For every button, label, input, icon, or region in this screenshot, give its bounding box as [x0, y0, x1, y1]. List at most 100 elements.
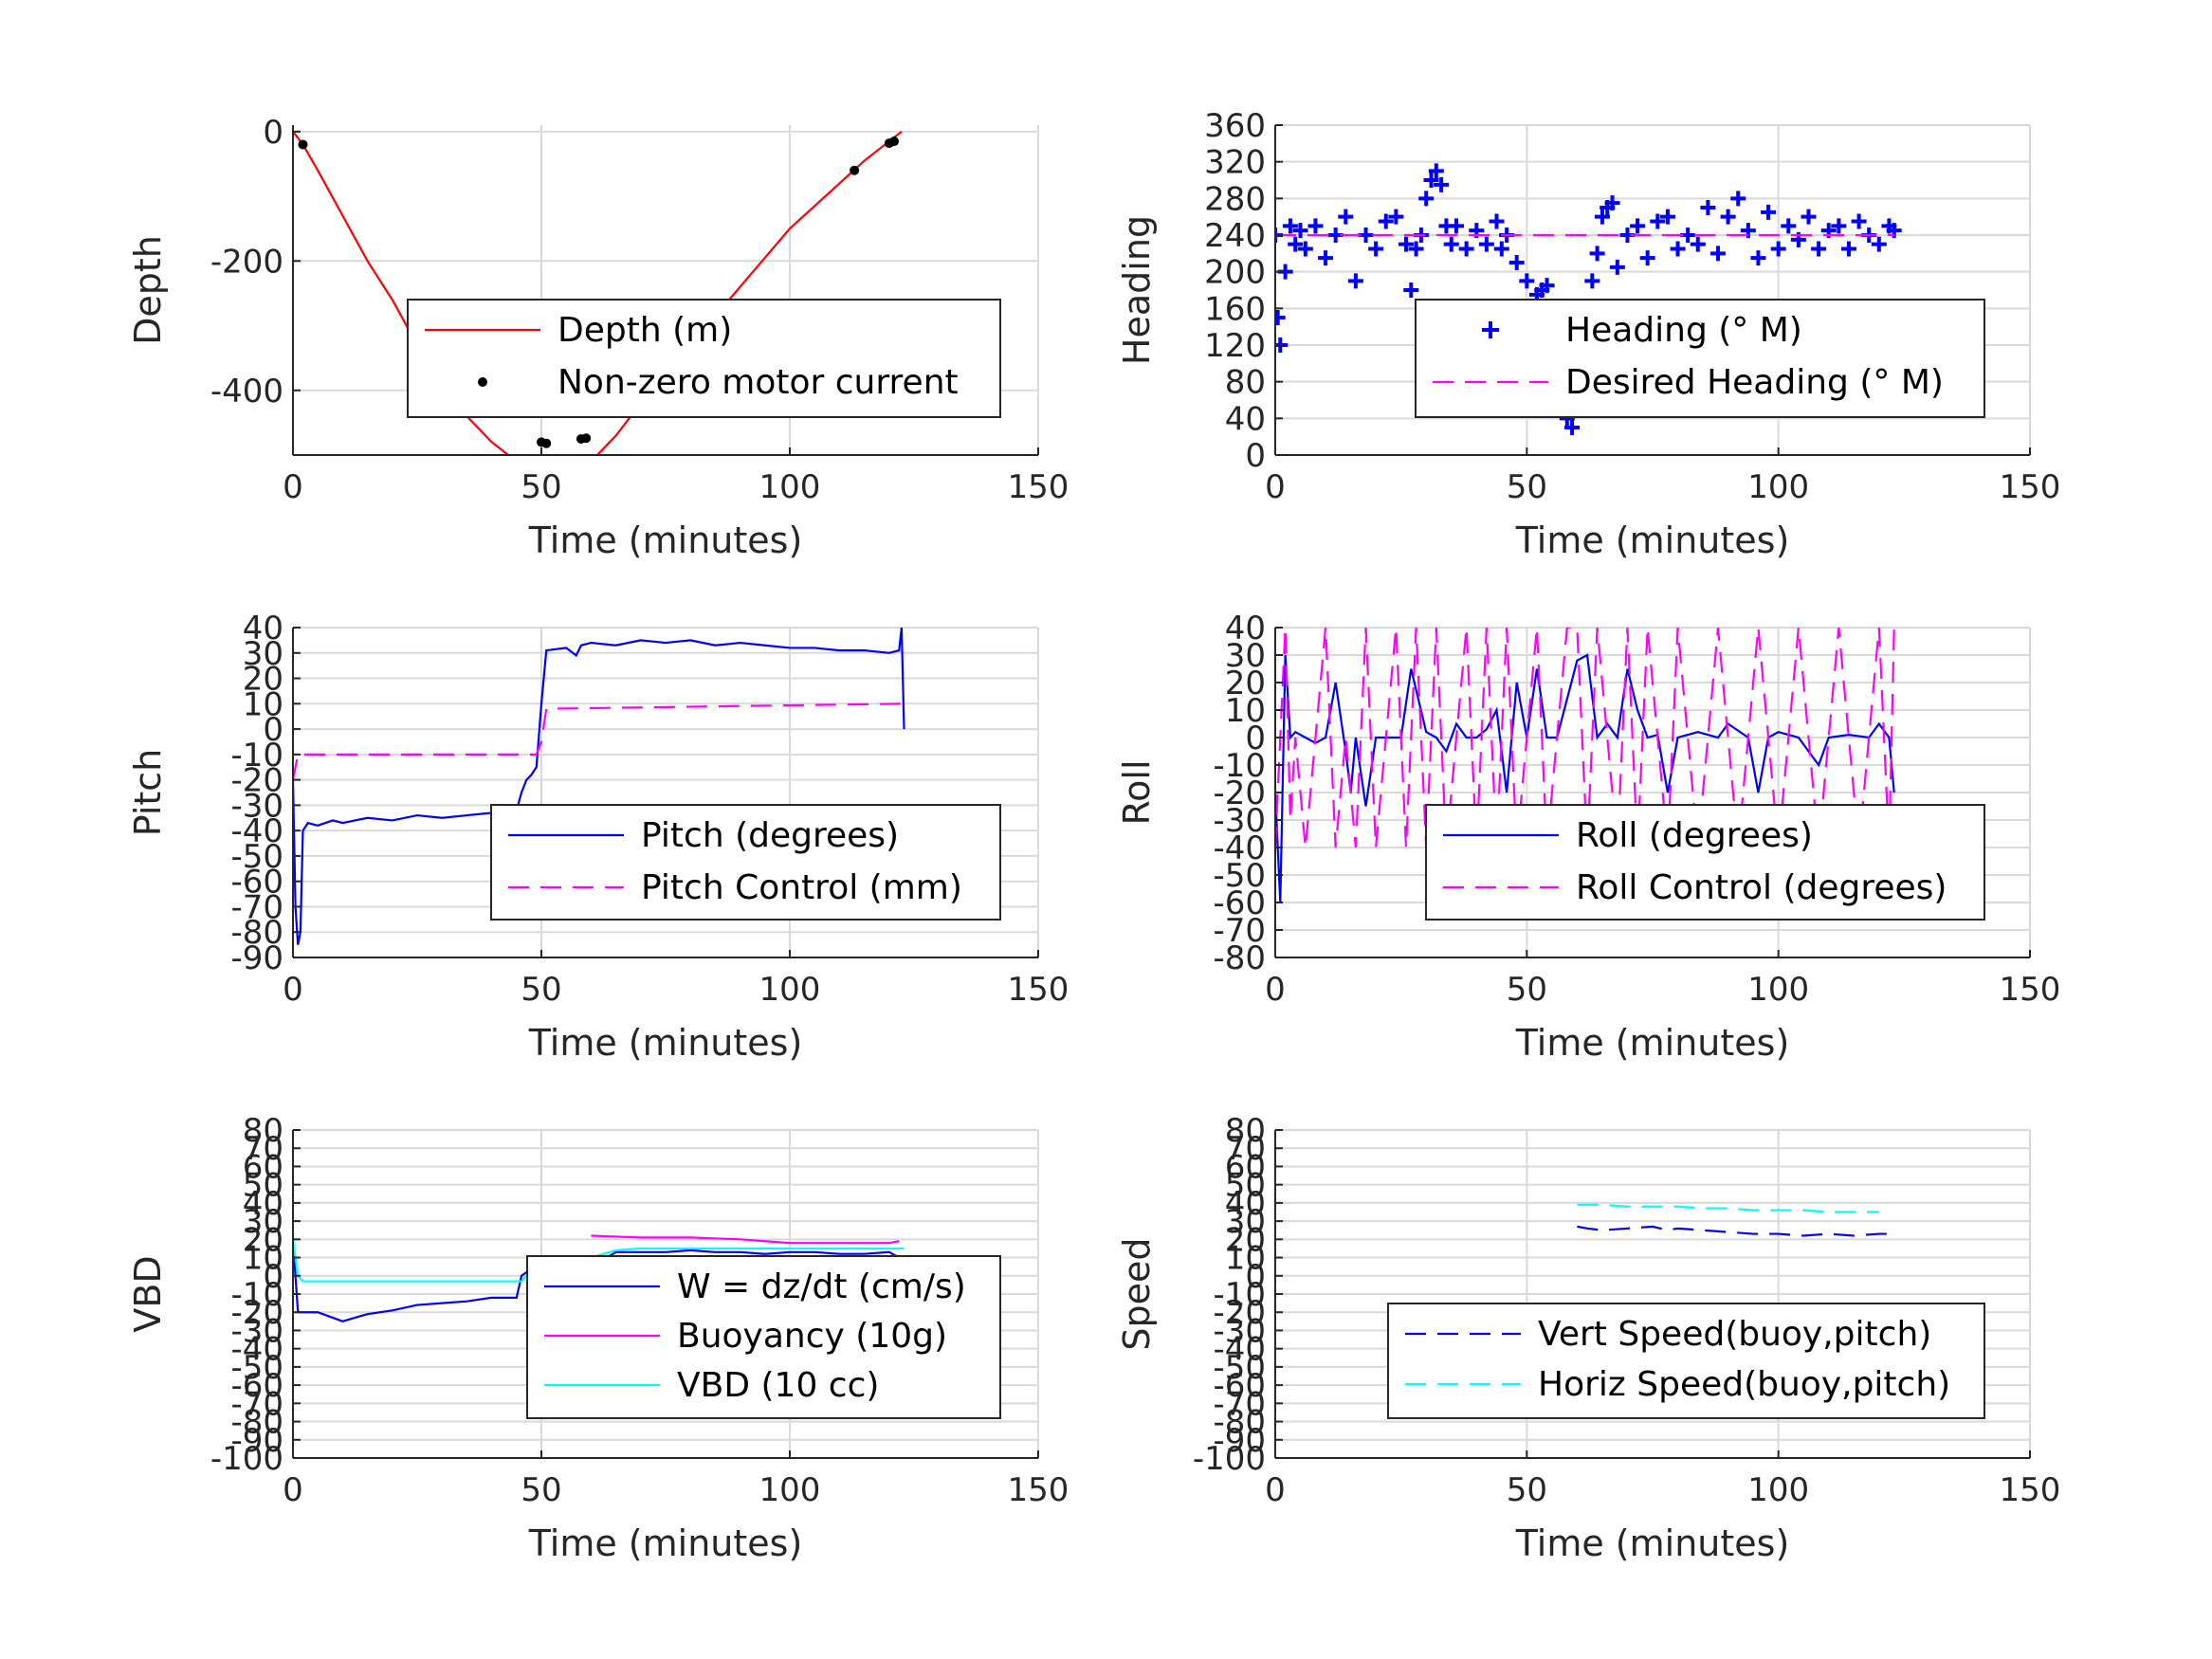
speed-ytick-label: 60 — [1225, 1148, 1266, 1186]
pitch-ytick-label: -40 — [230, 812, 283, 850]
pitch-ytick-label: 40 — [243, 610, 283, 647]
depth-xtick-label: 150 — [1008, 468, 1069, 506]
heading-series-0-point — [1493, 241, 1509, 257]
vbd-legend-label: W = dz/dt (cm/s) — [677, 1267, 966, 1306]
roll-ytick-label: -60 — [1213, 884, 1266, 922]
heading-ytick-label: 40 — [1225, 400, 1266, 438]
pitch-legend-label: Pitch (degrees) — [641, 816, 899, 855]
speed-ytick-label: -10 — [1213, 1276, 1266, 1314]
speed-ytick-label: -70 — [1213, 1385, 1266, 1423]
pitch-ytick-label: -70 — [230, 888, 283, 926]
heading-series-0-point — [1403, 283, 1419, 298]
heading-series-0-point — [1423, 173, 1439, 188]
vbd-ytick-label: 80 — [243, 1112, 283, 1150]
heading-ytick-label: 240 — [1204, 217, 1266, 255]
heading-series-0-point — [1292, 223, 1308, 239]
depth-panel: 0 50 100 150 0 -200 -400 Time (minutes) Depth Dep… — [127, 114, 1069, 561]
heading-series-0-point — [1594, 209, 1610, 225]
heading-series-0-point — [1307, 218, 1324, 234]
heading-series-0-point — [1584, 273, 1600, 289]
speed-ytick-label: 70 — [1225, 1130, 1266, 1168]
vbd-legend-box — [526, 1255, 1001, 1419]
depth-ytick-label: 0 — [263, 114, 283, 152]
heading-ytick-label: 0 — [1245, 437, 1266, 475]
heading-series-0-point — [1740, 223, 1756, 239]
heading-series-0-point — [1700, 200, 1716, 215]
vbd-panel: 0 50 100 150-100-90-80-70-60-50-40-30-20-10… — [127, 1112, 1069, 1564]
heading-series-0-point — [1709, 246, 1726, 262]
roll-x-axis-label: Time (minutes) — [1515, 1022, 1790, 1064]
pitch-x-axis-label: Time (minutes) — [528, 1022, 803, 1064]
depth-series-1-point — [889, 137, 900, 147]
heading-legend-label: Heading (° M) — [1565, 311, 1802, 350]
heading-series-0-point — [1449, 218, 1465, 234]
vbd-ytick-label: -80 — [230, 1404, 283, 1442]
speed-ytick-label: -20 — [1213, 1294, 1266, 1332]
speed-series-group — [1577, 1203, 1890, 1237]
heading-series-0-point — [1338, 209, 1354, 225]
heading-series-0-point — [1650, 213, 1666, 229]
roll-ytick-label: 20 — [1225, 665, 1266, 702]
heading-series-0-point — [1659, 209, 1675, 225]
speed-legend-box — [1387, 1303, 1985, 1419]
roll-ytick-label: -10 — [1213, 747, 1266, 785]
depth-xtick-label: 0 — [283, 468, 303, 506]
roll-ytick-label: -20 — [1213, 775, 1266, 812]
depth-y-axis-label: Depth — [127, 235, 169, 345]
vbd-xtick-label: 100 — [759, 1471, 821, 1509]
pitch-series-1-line — [293, 702, 905, 780]
pitch-ytick-label: -80 — [230, 914, 283, 952]
heading-series-0-point — [1720, 209, 1736, 225]
heading-series-0-point — [1398, 236, 1414, 252]
vbd-legend: W = dz/dt (cm/s) Buoyancy (10g) VBD (10 cc… — [526, 1255, 1001, 1419]
heading-xtick-label: 50 — [1507, 468, 1547, 506]
roll-legend: Roll (degrees) Roll Control (degrees) — [1425, 804, 1985, 921]
heading-series-0-point — [1508, 255, 1525, 270]
heading-panel: 0 50 100 15004080120160200240280320360Time … — [1116, 107, 2060, 561]
speed-series-0-line — [1577, 1225, 1890, 1237]
speed-ytick-label: 10 — [1225, 1240, 1266, 1278]
speed-legend: Vert Speed(buoy,pitch) Horiz Speed(buoy,p… — [1387, 1303, 1985, 1419]
heading-series-0-point — [1489, 213, 1505, 229]
depth-ytick-label: -400 — [210, 373, 283, 410]
pitch-ytick-label: -20 — [230, 762, 283, 800]
speed-ytick-label: 40 — [1225, 1185, 1266, 1223]
speed-series-1-line — [1577, 1203, 1879, 1213]
heading-series-0-point — [1478, 236, 1494, 252]
vbd-ytick-label: 70 — [243, 1130, 283, 1168]
pitch-ytick-label: 0 — [263, 711, 283, 749]
roll-y-axis-label: Roll — [1116, 759, 1158, 825]
heading-legend-box — [1415, 299, 1985, 418]
depth-legend-label: Depth (m) — [558, 311, 732, 350]
speed-x-axis-label: Time (minutes) — [1515, 1522, 1790, 1564]
heading-y-axis-label: Heading — [1116, 215, 1158, 365]
pitch-ytick-label: -90 — [230, 939, 283, 977]
vbd-ytick-label: 0 — [263, 1258, 283, 1296]
heading-series-0-point — [1288, 236, 1304, 252]
heading-series-0-point — [1318, 250, 1334, 266]
pitch-ytick-label: -60 — [230, 864, 283, 902]
pitch-ytick-label: 30 — [243, 635, 283, 673]
roll-legend-label: Roll Control (degrees) — [1576, 868, 1947, 907]
vbd-xtick-label: 0 — [283, 1471, 303, 1509]
heading-series-0-point — [1434, 176, 1450, 192]
heading-series-0-point — [1670, 241, 1686, 257]
heading-series-0-point — [1811, 241, 1827, 257]
pitch-legend-box — [490, 804, 1001, 921]
heading-series-0-point — [1282, 218, 1298, 234]
speed-ytick-label: 20 — [1225, 1221, 1266, 1259]
vbd-ytick-label: 50 — [243, 1167, 283, 1205]
pitch-y-axis-label: Pitch — [127, 749, 169, 837]
pitch-xtick-label: 100 — [759, 971, 821, 1009]
heading-series-0-point — [1347, 273, 1363, 289]
heading-ytick-label: 120 — [1204, 327, 1266, 365]
depth-x-axis-label: Time (minutes) — [528, 520, 803, 561]
depth-legend-label: Non-zero motor current — [558, 363, 959, 402]
depth-series-group — [293, 130, 903, 455]
vbd-ytick-label: -60 — [230, 1367, 283, 1405]
vbd-ytick-label: -20 — [230, 1294, 283, 1332]
heading-ytick-label: 320 — [1204, 144, 1266, 182]
heading-xtick-label: 0 — [1265, 468, 1286, 506]
speed-ytick-label: -100 — [1193, 1440, 1266, 1478]
vbd-ytick-label: -100 — [210, 1440, 283, 1478]
